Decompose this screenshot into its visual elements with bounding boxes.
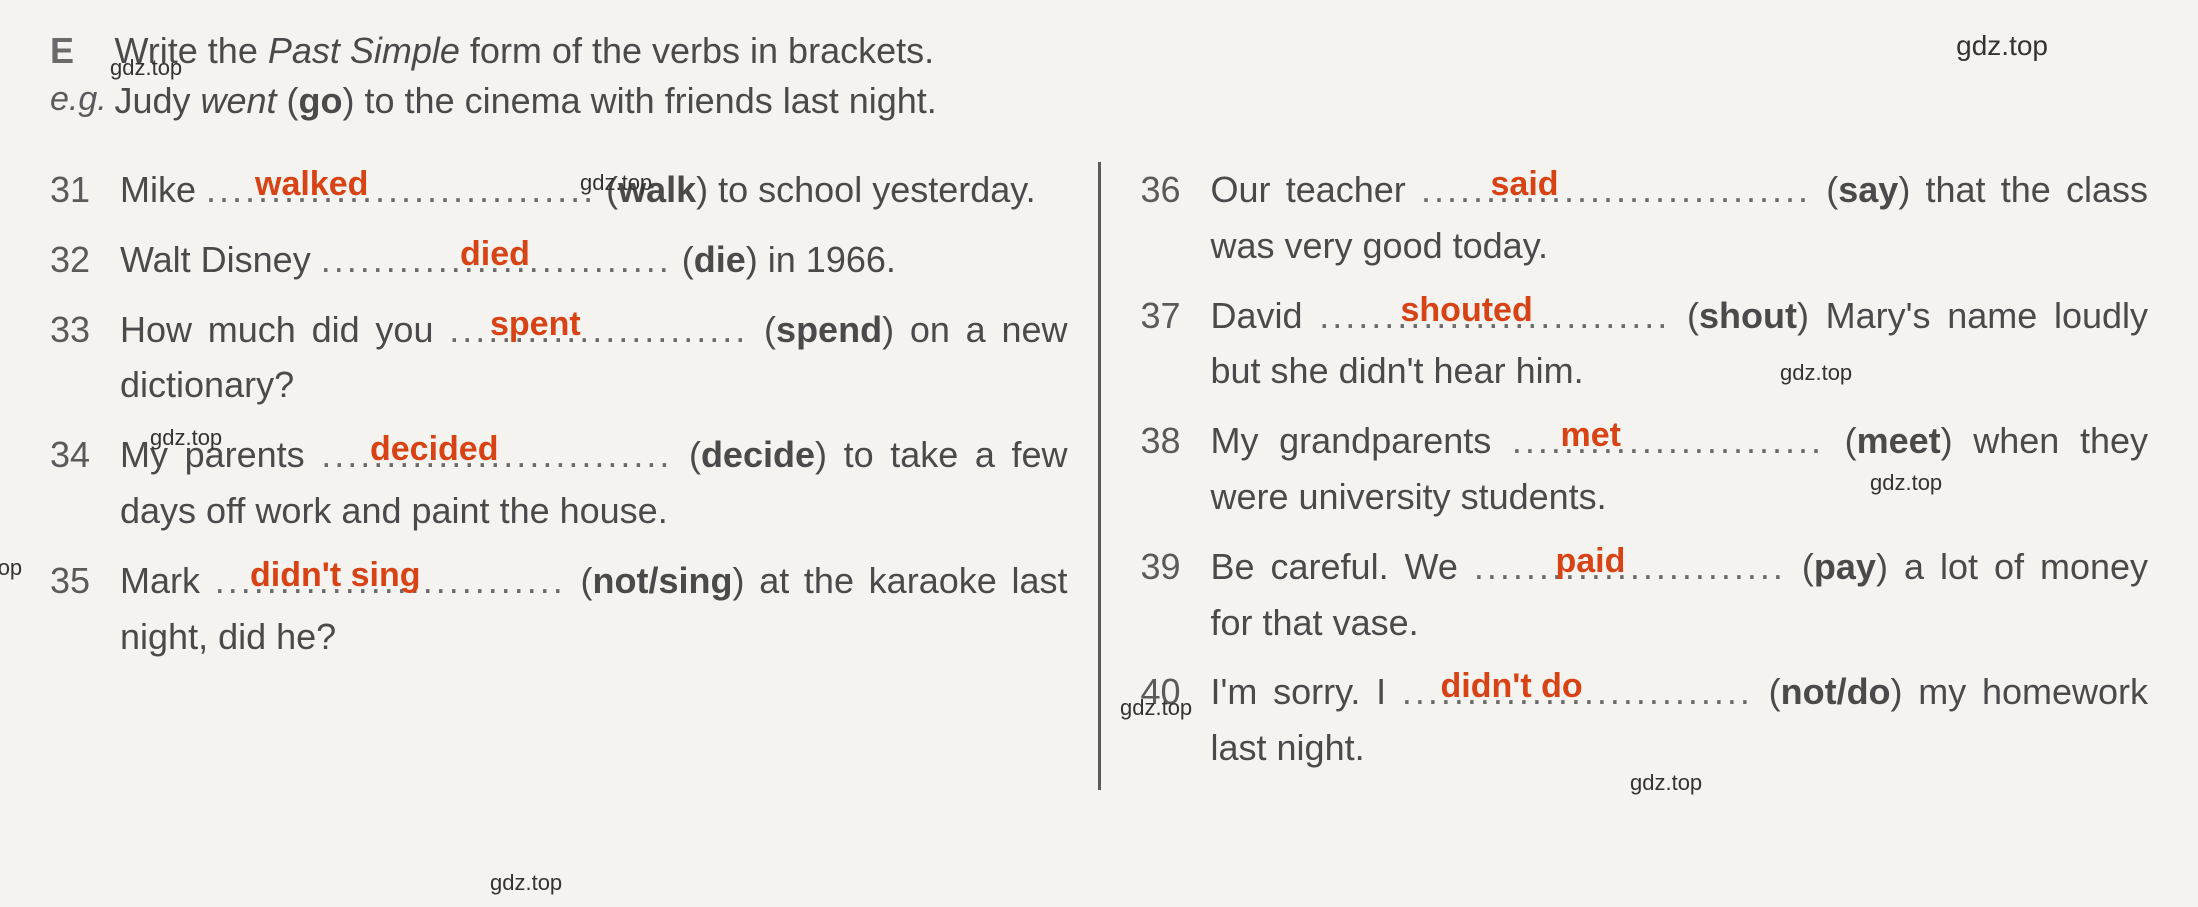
item-content: diedWalt Disney ........................… <box>120 232 1068 288</box>
exercise-item: 31walkedMike ...........................… <box>50 162 1068 218</box>
exercise-item: 35didn't singMark ......................… <box>50 553 1068 665</box>
instruction: Write the Past Simple form of the verbs … <box>114 30 934 71</box>
item-content: spentHow much did you ..................… <box>120 302 1068 414</box>
answer-text: met <box>1561 409 1621 462</box>
exercise-item: 39paidBe careful. We ...................… <box>1141 539 2149 651</box>
item-pre-text: I'm sorry. I <box>1211 671 1402 712</box>
verb-infinitive: meet <box>1857 420 1941 461</box>
item-pre-text: Mark <box>120 560 215 601</box>
watermark: gdz.top <box>110 55 182 81</box>
verb-infinitive: spend <box>776 309 882 350</box>
paren-open: ( <box>1824 420 1857 461</box>
item-content: saidOur teacher ........................… <box>1211 162 2149 274</box>
item-pre-text: How much did you <box>120 309 449 350</box>
example-label: e.g. <box>50 80 110 119</box>
instruction-italic: Past Simple <box>268 30 460 71</box>
item-number: 31 <box>50 162 120 218</box>
answer-text: paid <box>1556 535 1626 588</box>
item-post-text: ) in 1966. <box>746 239 896 280</box>
example-paren: ( <box>277 80 299 121</box>
item-content: paidBe careful. We .....................… <box>1211 539 2149 651</box>
item-pre-text: Mike <box>120 169 206 210</box>
paren-open: ( <box>672 239 694 280</box>
item-number: 39 <box>1141 539 1211 595</box>
item-number: 36 <box>1141 162 1211 218</box>
item-content: metMy grandparents .....................… <box>1211 413 2149 525</box>
item-pre-text: Be careful. We <box>1211 546 1474 587</box>
example-verb: go <box>299 80 343 121</box>
paren-open: ( <box>1786 546 1814 587</box>
answer-text: didn't do <box>1441 660 1583 713</box>
watermark: gdz.top <box>1870 470 1942 496</box>
paren-open: ( <box>1811 169 1838 210</box>
verb-infinitive: not/sing <box>593 560 733 601</box>
instruction-suffix: form of the verbs in brackets. <box>460 30 934 71</box>
item-number: 37 <box>1141 288 1211 344</box>
item-pre-text: David <box>1211 295 1320 336</box>
verb-infinitive: say <box>1838 169 1898 210</box>
item-pre-text: Our teacher <box>1211 169 1421 210</box>
verb-infinitive: decide <box>701 434 815 475</box>
paren-open: ( <box>748 309 776 350</box>
answer-text: walked <box>255 158 368 211</box>
example-prefix: Judy <box>114 80 200 121</box>
paren-open: ( <box>672 434 701 475</box>
item-content: didn't doI'm sorry. I ..................… <box>1211 664 2149 776</box>
verb-infinitive: not/do <box>1781 671 1891 712</box>
exercise-item: 40didn't doI'm sorry. I ................… <box>1141 664 2149 776</box>
watermark: gdz.top <box>150 425 222 451</box>
item-pre-text: My grandparents <box>1211 420 1512 461</box>
verb-infinitive: shout <box>1699 295 1797 336</box>
paren-open: ( <box>1753 671 1781 712</box>
answer-text: said <box>1491 158 1559 211</box>
section-label: E <box>50 30 110 72</box>
verb-infinitive: pay <box>1814 546 1876 587</box>
example-row: e.g. Judy went (go) to the cinema with f… <box>50 80 2148 122</box>
exercise-item: 32diedWalt Disney ......................… <box>50 232 1068 288</box>
watermark: gdz.top <box>580 170 652 196</box>
item-content: shoutedDavid ...........................… <box>1211 288 2149 400</box>
example-suffix: ) to the cinema with friends last night. <box>343 80 937 121</box>
blank-dots: .............................. <box>1421 169 1811 210</box>
exercise-header: E Write the Past Simple form of the verb… <box>50 30 2148 72</box>
paren-open: ( <box>1670 295 1699 336</box>
watermark: gdz.top <box>1780 360 1852 386</box>
item-content: didn't singMark ........................… <box>120 553 1068 665</box>
header-left: E Write the Past Simple form of the verb… <box>50 30 934 72</box>
item-number: 38 <box>1141 413 1211 469</box>
item-number: 32 <box>50 232 120 288</box>
paren-open: ( <box>566 560 593 601</box>
watermark-top-right: gdz.top <box>1956 30 2048 62</box>
exercise-item: 36saidOur teacher ......................… <box>1141 162 2149 274</box>
answer-text: didn't sing <box>250 549 421 602</box>
watermark: gdz.top <box>490 870 562 896</box>
answer-text: died <box>460 228 530 281</box>
left-column: 31walkedMike ...........................… <box>50 162 1098 790</box>
item-number: 35 <box>50 553 120 609</box>
exercise-item: 37shoutedDavid .........................… <box>1141 288 2149 400</box>
verb-infinitive: die <box>694 239 746 280</box>
item-number: 33 <box>50 302 120 358</box>
blank-dots: ........................ <box>1512 420 1824 461</box>
example-italic: went <box>201 80 277 121</box>
blank-dots: ........................ <box>1474 546 1786 587</box>
answer-text: decided <box>370 423 498 476</box>
answer-text: shouted <box>1401 284 1533 337</box>
right-column: 36saidOur teacher ......................… <box>1101 162 2149 790</box>
watermark: gdz.top <box>1120 695 1192 721</box>
answer-text: spent <box>490 298 581 351</box>
item-post-text: ) to school yesterday. <box>696 169 1036 210</box>
example-text: Judy went (go) to the cinema with friend… <box>114 80 936 121</box>
watermark: gdz.top <box>1630 770 1702 796</box>
exercise-item: 33spentHow much did you ................… <box>50 302 1068 414</box>
columns-wrapper: 31walkedMike ...........................… <box>50 162 2148 790</box>
exercise-item: 38metMy grandparents ...................… <box>1141 413 2149 525</box>
item-pre-text: Walt Disney <box>120 239 321 280</box>
watermark: gdz.top <box>0 555 22 581</box>
item-number: 34 <box>50 427 120 483</box>
item-content: decidedMy parents ......................… <box>120 427 1068 539</box>
